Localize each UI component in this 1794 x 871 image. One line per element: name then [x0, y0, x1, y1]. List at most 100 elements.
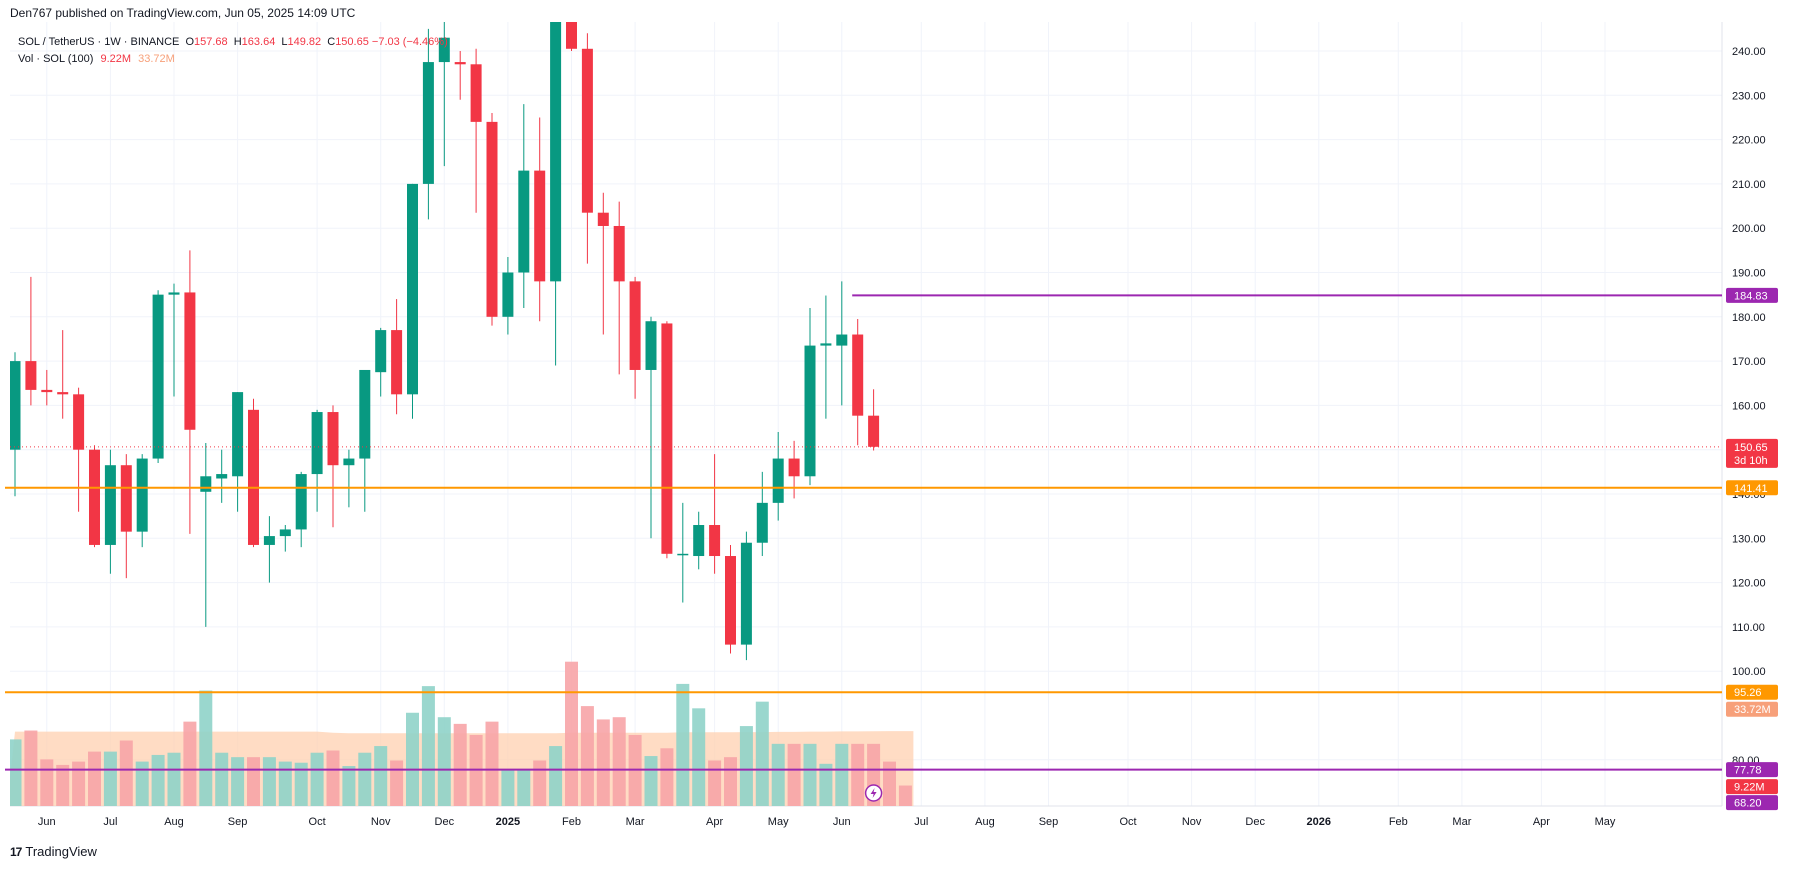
- x-tick-label: Jul: [103, 816, 117, 828]
- volume-badge-bg: [1726, 701, 1778, 717]
- x-tick-label: May: [1595, 816, 1616, 828]
- volume-bar: [119, 740, 133, 806]
- candle-body: [518, 170, 530, 273]
- candle-body: [852, 334, 864, 416]
- level-badge: 95.26: [1734, 687, 1762, 699]
- volume-bar: [88, 751, 101, 806]
- volume-bar: [358, 752, 372, 806]
- legend-volume-label[interactable]: Vol · SOL (100): [18, 53, 94, 65]
- candle-body: [25, 361, 37, 390]
- x-tick-label: Sep: [228, 816, 248, 828]
- volume-badge: 68.20: [1734, 798, 1762, 810]
- horizontal-lines: [5, 294, 1722, 771]
- candle-body: [550, 22, 562, 282]
- candle-body: [311, 412, 323, 475]
- x-tick-label: Oct: [309, 816, 326, 828]
- level-badge-bg: [1726, 684, 1778, 700]
- volume-bar: [183, 721, 197, 806]
- legend-open-label: O: [185, 36, 194, 48]
- candle-body: [788, 458, 800, 477]
- volume-badge: 33.72M: [1734, 704, 1771, 716]
- y-tick-label: 120.00: [1732, 578, 1766, 590]
- volume-bar: [724, 757, 737, 806]
- candle-body: [295, 474, 307, 530]
- volume-bar: [421, 686, 435, 806]
- legend-close-value: 150.65: [335, 36, 369, 48]
- candle-body: [486, 121, 498, 317]
- candle-body: [104, 465, 116, 545]
- volume-bar: [580, 706, 594, 806]
- last-price-badge: 150.65: [1734, 442, 1768, 454]
- x-tick-label: Feb: [1389, 816, 1408, 828]
- x-tick-label: Nov: [371, 816, 391, 828]
- candle-body: [279, 529, 291, 537]
- candle-body: [327, 412, 339, 466]
- x-tick-label: Dec: [435, 816, 455, 828]
- candle-body: [89, 449, 100, 545]
- level-badge-bg: [1726, 762, 1778, 778]
- volume-bar: [310, 752, 324, 806]
- x-tick-label: 2025: [496, 816, 520, 828]
- volume-bar: [771, 743, 785, 806]
- volume-bar: [692, 708, 706, 806]
- volume-bar: [199, 690, 213, 806]
- x-tick-label: Jul: [914, 816, 928, 828]
- volume-bar: [40, 759, 54, 806]
- volume-bar: [676, 683, 690, 806]
- candle-body: [216, 474, 228, 479]
- candle-body: [502, 272, 514, 317]
- candle-body: [359, 369, 371, 459]
- volume-layer: [10, 661, 914, 806]
- legend-symbol[interactable]: SOL / TetherUS · 1W · BINANCE: [18, 36, 180, 48]
- y-tick-label: 190.00: [1732, 268, 1766, 280]
- volume-bar: [56, 764, 70, 806]
- volume-bar: [215, 752, 229, 806]
- volume-bar: [755, 701, 769, 806]
- volume-bar: [10, 739, 22, 806]
- candle-body: [73, 394, 85, 450]
- x-tick-label: Oct: [1119, 816, 1136, 828]
- volume-bar: [565, 661, 578, 806]
- legend-low-value: 149.82: [287, 36, 322, 48]
- volume-bar: [326, 750, 340, 806]
- volume-bar: [24, 730, 38, 806]
- volume-bar: [167, 752, 181, 806]
- volume-bar: [612, 717, 626, 806]
- x-tick-label: Mar: [626, 816, 645, 828]
- candle-body: [454, 62, 466, 65]
- candles-layer: [10, 22, 880, 661]
- candle-body: [709, 525, 721, 557]
- candle-body: [566, 22, 577, 49]
- volume-bar: [406, 712, 419, 806]
- candle-body: [677, 553, 689, 556]
- candle-body: [200, 476, 212, 492]
- tradingview-footer[interactable]: 17 TradingView: [10, 844, 97, 859]
- candle-body: [232, 392, 244, 477]
- legend-volume-row: Vol · SOL (100) 9.22M 33.72M: [18, 51, 448, 68]
- legend-volume-value: 9.22M: [100, 53, 132, 65]
- volume-badge: 9.22M: [1734, 782, 1765, 794]
- volume-badge-bg: [1726, 779, 1778, 795]
- y-tick-label: 170.00: [1732, 356, 1766, 368]
- grid: [10, 22, 1723, 807]
- volume-bar: [437, 717, 451, 806]
- candle-body: [407, 183, 418, 395]
- volume-bar: [803, 743, 817, 806]
- y-tick-label: 100.00: [1732, 666, 1766, 678]
- candle-body: [772, 458, 784, 503]
- volume-bar: [72, 761, 86, 806]
- x-tick-label: Apr: [1533, 816, 1550, 828]
- candle-body: [10, 361, 21, 450]
- candle-body: [661, 323, 673, 554]
- candle-body: [725, 556, 736, 645]
- candle-body: [645, 321, 657, 370]
- last-price-badge-bg: [1726, 438, 1778, 468]
- candle-body: [629, 281, 641, 370]
- x-tick-label: Nov: [1182, 816, 1202, 828]
- candle-body: [756, 502, 768, 543]
- x-tick-label: Dec: [1245, 816, 1265, 828]
- legend-ohlc-row: SOL / TetherUS · 1W · BINANCE O157.68 H1…: [18, 34, 448, 51]
- x-tick-label: 2026: [1307, 816, 1331, 828]
